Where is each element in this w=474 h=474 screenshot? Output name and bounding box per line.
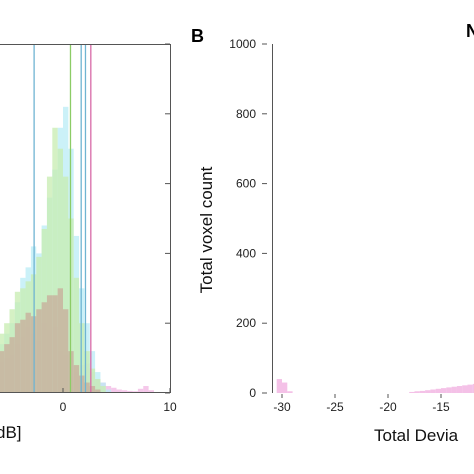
panel-a-bar-s0-28 xyxy=(143,386,149,393)
panel-a-bar-s2-10 xyxy=(46,176,53,393)
panel-a-bar-s2-19 xyxy=(95,379,101,393)
panel-b-y-tick-label-1: 200 xyxy=(236,316,256,330)
panel-a-bar-s2-18 xyxy=(89,368,96,393)
panel-a-bar-s2-15 xyxy=(73,277,80,393)
panel-a-bar-s3-18 xyxy=(89,386,96,393)
panel-a-bars xyxy=(0,106,154,393)
panel-b-x-tick-label-3: -15 xyxy=(432,400,450,414)
panel-b-y-tick-label-0: 0 xyxy=(249,386,256,400)
panel-b-y-tick-label-4: 800 xyxy=(236,107,256,121)
panel-b-bar-3 xyxy=(409,391,415,393)
panel-a-bar-s3-8 xyxy=(36,309,42,393)
panel-a-bar-s3-11 xyxy=(52,295,58,393)
panel-b-y-ticks: 0 200 400 600 800 1000 xyxy=(229,37,267,400)
panel-b-bar-7 xyxy=(430,389,436,393)
panel-b-bar-11 xyxy=(451,386,457,393)
panel-a-bar-s2-11 xyxy=(52,127,58,393)
panel-b-y-tick-label-5: 1000 xyxy=(229,37,256,51)
panel-a-bar-s3-1 xyxy=(0,351,5,393)
panel-b-bar-14 xyxy=(467,384,473,393)
panel-b-bar-10 xyxy=(446,387,452,393)
panel-b-bar-6 xyxy=(425,390,431,393)
panel-b-letter: B xyxy=(191,26,204,46)
panel-b-x-tick-label-2: -20 xyxy=(379,400,397,414)
panel-b-bar-1 xyxy=(282,382,288,393)
panel-a-bar-s0-23 xyxy=(116,389,122,393)
panel-a-bar-s0-29 xyxy=(148,390,154,393)
panel-a-bar-s3-13 xyxy=(63,309,69,393)
panel-a-bar-s2-12 xyxy=(57,148,63,393)
panel-b-bar-9 xyxy=(441,388,447,393)
panel-b-x-tick-label-1: -25 xyxy=(326,400,344,414)
panel-b-bar-4 xyxy=(414,391,420,393)
panel-a-bar-s3-6 xyxy=(25,312,31,393)
panel-a-bar-s2-13 xyxy=(63,176,69,393)
panel-a-bar-s3-4 xyxy=(14,323,21,393)
panel-b-y-tick-label-3: 600 xyxy=(236,177,256,191)
panel-a-bar-s1-21 xyxy=(105,389,112,393)
panel-a-bar-s2-20 xyxy=(100,386,106,393)
panel-a-bar-s3-12 xyxy=(57,288,63,393)
panel-a-bar-s0-24 xyxy=(121,390,128,393)
panel-a-bar-s3-15 xyxy=(73,365,80,393)
panel-a-x-tick-label-1: 10 xyxy=(163,400,177,414)
panel-b-x-tick-label-0: -30 xyxy=(273,400,291,414)
panel-a-bar-s3-5 xyxy=(20,319,26,393)
panel-b-y-axis-label: Total voxel count xyxy=(197,166,216,293)
panel-b-bar-12 xyxy=(456,386,463,393)
panel-a-right-ticks xyxy=(165,43,170,394)
panel-b-bar-0 xyxy=(276,379,282,393)
panel-a-bar-s3-19 xyxy=(95,389,101,393)
panel-b-bar-8 xyxy=(435,388,441,393)
panel-a-x-axis-label: dB] xyxy=(0,423,22,442)
panel-a-bar-s3-2 xyxy=(4,344,10,393)
panel-b-x-axis-label: Total Devia xyxy=(374,426,459,445)
panel-b-x-ticks: -30 -25 -20 -15 xyxy=(273,394,450,414)
panel-b-bar-13 xyxy=(462,385,468,393)
panel-a-bar-s3-17 xyxy=(84,382,90,393)
panel-b-bar-15 xyxy=(472,383,474,393)
panel-b-y-tick-label-2: 400 xyxy=(236,246,256,260)
panel-a-bar-s3-3 xyxy=(9,337,15,393)
panel-b-title: N xyxy=(466,21,474,41)
panel-a-x-tick-label-0: 0 xyxy=(60,400,67,414)
panel-a-x-ticks: 0 10 xyxy=(60,388,177,414)
panel-a-bar-s0-27 xyxy=(137,388,144,393)
panel-a-bar-s3-9 xyxy=(41,302,47,393)
panel-a-bar-s0-22 xyxy=(111,387,117,393)
panel-a-reference-lines xyxy=(33,44,92,393)
panel-b-bar-2 xyxy=(287,391,293,393)
panel-b-bar-5 xyxy=(419,390,426,393)
panel-a-bar-s0-25 xyxy=(127,390,133,393)
panel-a-histogram: 0 10 dB] xyxy=(0,43,177,442)
panel-b-histogram: B N 0 200 400 600 800 1000 -30 -25 -20 -15 Total… xyxy=(191,21,474,445)
panel-b-bars xyxy=(276,379,474,393)
panel-a-bar-s3-10 xyxy=(46,295,53,393)
panel-a-bar-s2-17 xyxy=(84,351,90,393)
